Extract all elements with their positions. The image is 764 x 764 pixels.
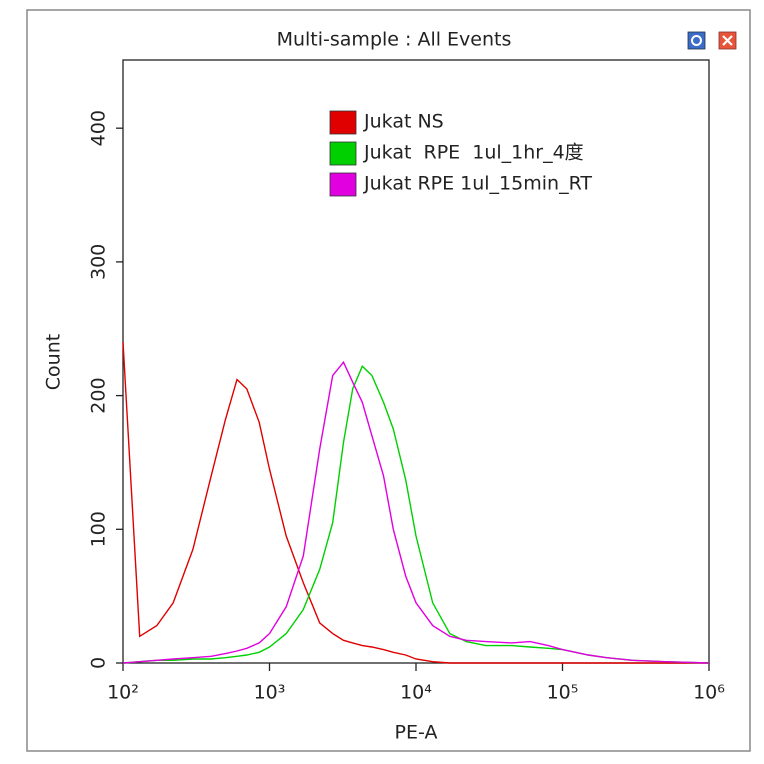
x-tick-label: 10² bbox=[107, 682, 139, 704]
y-tick-label: 300 bbox=[88, 244, 110, 280]
legend-label: Jukat RPE 1ul_1hr_4度 bbox=[363, 142, 584, 164]
legend-label: Jukat RPE 1ul_15min_RT bbox=[363, 173, 592, 195]
legend-label: Jukat NS bbox=[363, 111, 444, 133]
close-icon[interactable] bbox=[718, 31, 737, 50]
histogram-line bbox=[122, 342, 709, 664]
x-axis-label: PE-A bbox=[395, 722, 438, 744]
histogram-line bbox=[122, 364, 710, 664]
y-axis-label: Count bbox=[43, 334, 65, 390]
legend-swatch bbox=[329, 172, 357, 197]
x-tick-label: 10⁵ bbox=[547, 682, 579, 704]
legend-swatch bbox=[329, 110, 357, 135]
y-tick-label: 0 bbox=[88, 657, 110, 669]
x-tick-label: 10⁴ bbox=[400, 682, 432, 704]
panel-frame bbox=[26, 9, 751, 752]
chart-title: Multi-sample : All Events bbox=[277, 29, 512, 51]
x-tick-label: 10⁶ bbox=[693, 682, 725, 704]
y-tick-label: 100 bbox=[88, 511, 110, 547]
y-tick-label: 200 bbox=[88, 377, 110, 413]
settings-icon[interactable] bbox=[687, 31, 706, 50]
x-tick-label: 10³ bbox=[254, 682, 286, 704]
legend-swatch bbox=[329, 141, 357, 166]
histogram-line bbox=[122, 360, 710, 664]
y-tick-label: 400 bbox=[88, 110, 110, 146]
